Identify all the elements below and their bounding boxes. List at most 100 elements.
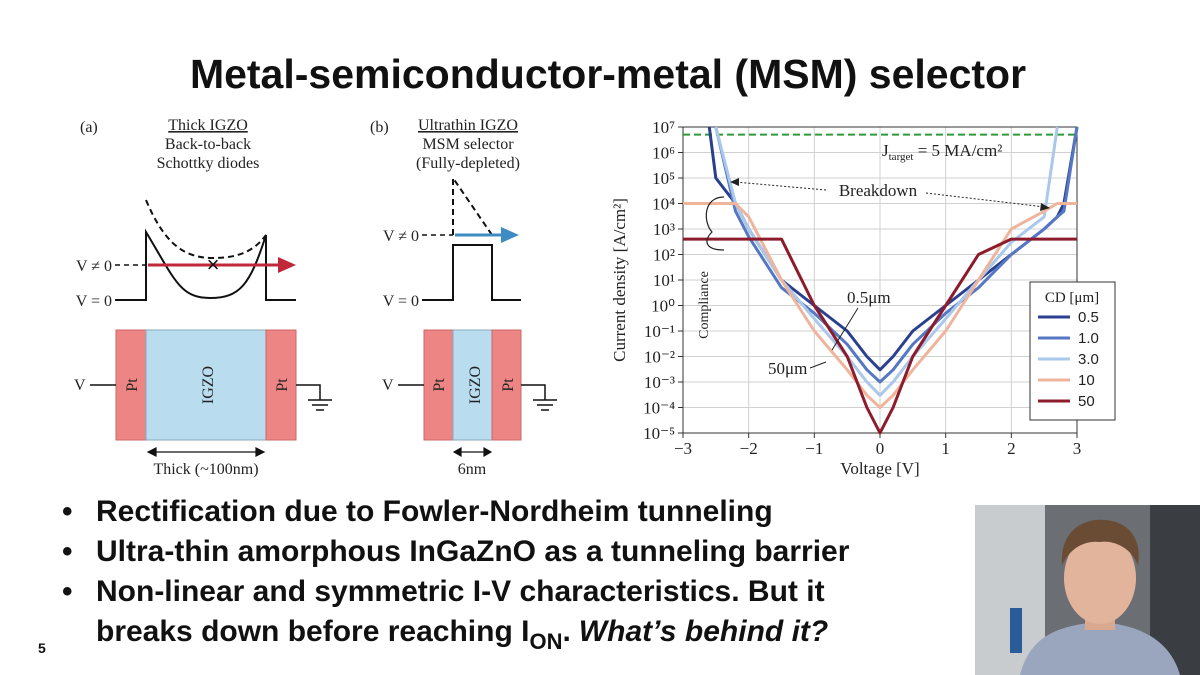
chart: 10⁻⁵10⁻⁴10⁻³10⁻²10⁻¹10⁰10¹10²10³10⁴10⁵10… xyxy=(610,100,1116,478)
terminal-label: V xyxy=(74,377,86,394)
panel-label: (a) xyxy=(80,119,98,136)
series-line xyxy=(714,126,1059,397)
band-dashed xyxy=(145,199,267,260)
igzo-layer xyxy=(145,329,267,441)
layer-label: IGZO xyxy=(467,366,484,404)
legend-label: 10 xyxy=(1078,372,1095,389)
legend-label: 3.0 xyxy=(1078,351,1099,368)
panel-text: (Fully-depleted) xyxy=(416,155,520,172)
annotation-arrow xyxy=(734,181,1046,208)
annotation: Compliance xyxy=(697,271,712,339)
thickness-label: 6nm xyxy=(458,461,487,478)
y-tick-label: 10⁻³ xyxy=(644,373,675,392)
layer-label: IGZO xyxy=(200,366,217,404)
x-axis-label: Voltage [V] xyxy=(840,459,919,478)
plot-mask xyxy=(681,100,1079,126)
webcam-hair xyxy=(1061,519,1139,565)
y-tick-label: 10⁻¹ xyxy=(644,322,675,341)
slide-title: Metal-semiconductor-metal (MSM) selector xyxy=(190,51,1026,97)
arrow-head xyxy=(278,257,296,273)
y-tick-label: 10⁰ xyxy=(651,297,675,316)
panel-a: (a) Thick IGZO Back-to-back Schottky dio… xyxy=(74,117,332,478)
bias-label: V = 0 xyxy=(76,293,112,310)
panel-text: Schottky diodes xyxy=(157,155,260,172)
legend-label: 50 xyxy=(1078,393,1095,410)
y-tick-label: 10⁵ xyxy=(652,169,675,188)
compliance-brace xyxy=(705,196,725,251)
bullet-dot: • xyxy=(62,535,73,568)
legend-label: 0.5 xyxy=(1078,309,1099,326)
x-tick-label: 1 xyxy=(941,439,950,458)
bullet: breaks down before reaching ION. What’s b… xyxy=(96,615,828,654)
series-line xyxy=(714,126,1079,384)
page-number: 5 xyxy=(38,640,46,656)
y-tick-label: 10² xyxy=(653,246,675,265)
bullet-list: • Rectification due to Fowler-Nordheim t… xyxy=(62,495,850,654)
bias-label: V ≠ 0 xyxy=(383,228,419,245)
layer-label: Pt xyxy=(500,378,517,392)
webcam-object xyxy=(1010,608,1022,653)
y-tick-label: 10⁷ xyxy=(652,118,675,137)
terminal-label: V xyxy=(382,377,394,394)
series-line xyxy=(683,202,1077,409)
layer-label: Pt xyxy=(431,378,448,392)
webcam-face xyxy=(1064,532,1136,624)
annotation: Breakdown xyxy=(839,181,918,200)
blocked-mark: × xyxy=(207,252,220,277)
annotation: = 5 MA/cm² xyxy=(913,141,1002,160)
annotation: target xyxy=(889,151,914,163)
dimension-arrow xyxy=(452,446,493,458)
pt-layer xyxy=(423,329,454,441)
webcam xyxy=(975,505,1200,675)
webcam-shirt xyxy=(1020,622,1180,675)
annotation: 50μm xyxy=(768,359,807,378)
y-tick-label: 10⁴ xyxy=(652,195,675,214)
panel-text: MSM selector xyxy=(422,136,514,153)
y-tick-label: 10⁻² xyxy=(644,348,675,367)
series-line xyxy=(683,237,1077,435)
band-solid xyxy=(422,244,521,301)
y-tick-label: 10⁻⁴ xyxy=(643,399,675,418)
bullet-text: breaks down before reaching I xyxy=(96,615,529,648)
bullet-dot: • xyxy=(62,575,73,608)
panel-text: Back-to-back xyxy=(165,136,251,153)
panel-b: (b) Ultrathin IGZO MSM selector (Fully-d… xyxy=(370,117,557,478)
subscript: ON xyxy=(529,629,562,654)
legend-title: CD [μm] xyxy=(1045,290,1099,306)
pt-layer xyxy=(491,329,522,441)
thickness-label: Thick (~100nm) xyxy=(153,461,258,478)
igzo-layer xyxy=(452,329,493,441)
panel-heading: Ultrathin IGZO xyxy=(418,117,518,134)
ground xyxy=(521,384,557,411)
x-tick-label: −3 xyxy=(674,439,692,458)
panel-label: (b) xyxy=(370,119,389,136)
x-tick-label: −1 xyxy=(805,439,823,458)
x-tick-label: 0 xyxy=(876,439,885,458)
arrow-head xyxy=(501,227,519,243)
y-tick-label: 10³ xyxy=(653,220,675,239)
bullet: Non-linear and symmetric I-V characteris… xyxy=(96,575,825,608)
bias-label: V ≠ 0 xyxy=(76,258,112,275)
bullet-dot: • xyxy=(62,495,73,528)
bias-label: V = 0 xyxy=(383,293,419,310)
layer-label: Pt xyxy=(124,378,141,392)
bullet: Rectification due to Fowler-Nordheim tun… xyxy=(96,495,773,528)
y-tick-label: 10¹ xyxy=(653,271,675,290)
annotation: 0.5μm xyxy=(847,288,891,307)
x-tick-label: 3 xyxy=(1073,439,1082,458)
layer-label: Pt xyxy=(274,378,291,392)
x-tick-label: −2 xyxy=(740,439,758,458)
y-tick-label: 10⁶ xyxy=(652,144,675,163)
ground xyxy=(296,384,332,411)
bullet: Ultra-thin amorphous InGaZnO as a tunnel… xyxy=(96,535,850,568)
legend-label: 1.0 xyxy=(1078,330,1099,347)
panel-heading: Thick IGZO xyxy=(168,117,248,134)
target-label: Jtarget = 5 MA/cm² xyxy=(882,141,1002,163)
annotation-arrow xyxy=(809,361,827,369)
legend-box xyxy=(1029,281,1116,421)
annotation-arrow xyxy=(831,307,859,351)
y-axis-label: Current density [A/cm²] xyxy=(610,198,629,362)
y-tick-label: 10⁻⁵ xyxy=(643,424,675,443)
